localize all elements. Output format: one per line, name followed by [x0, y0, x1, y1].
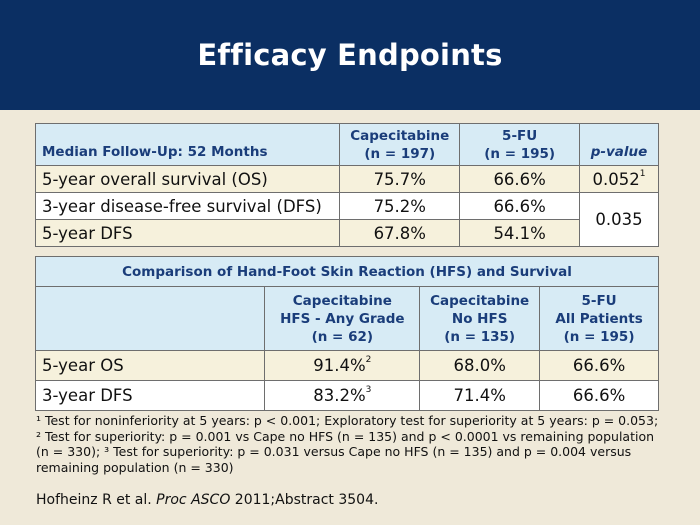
cape-hfs-value: 83.2% — [313, 386, 366, 405]
footnote-marker: 3 — [365, 385, 372, 395]
p-value-cell: 0.0521 — [579, 165, 659, 193]
table-row: 5-year DFS 67.8% 54.1% — [34, 219, 659, 247]
row-label: 5-year OS — [34, 350, 266, 381]
p-value-label: p-value — [590, 144, 648, 160]
fu-value: 66.6% — [459, 192, 581, 220]
fu-value: 54.1% — [459, 219, 581, 247]
table-row: 3-year disease-free survival (DFS) 75.2%… — [34, 192, 659, 247]
col-line: (n = 62) — [311, 328, 374, 345]
empty-header-cell — [34, 286, 266, 351]
row-label: 5-year DFS — [34, 219, 341, 247]
citation-authors: Hofheinz R et al. — [36, 492, 152, 508]
capecitabine-value: 67.8% — [339, 219, 461, 247]
capecitabine-value: 75.2% — [339, 192, 461, 220]
hfs-comparison-table: Comparison of Hand-Foot Skin Reaction (H… — [34, 256, 659, 411]
cape-no-hfs-column-header: Capecitabine No HFS (n = 135) — [419, 286, 541, 351]
fu-all-column-header: 5-FU All Patients (n = 195) — [539, 286, 659, 351]
footnote-marker: 2 — [365, 355, 372, 365]
table-row: 3-year DFS 83.2%3 71.4% 66.6% — [34, 380, 659, 411]
row-label: 5-year overall survival (OS) — [34, 165, 341, 193]
table-row: 5-year OS 91.4%2 68.0% 66.6% — [34, 350, 659, 381]
fu-all-value: 66.6% — [539, 380, 659, 411]
capecitabine-value: 75.7% — [339, 165, 461, 193]
cape-hfs-value-cell: 91.4%2 — [264, 350, 421, 381]
col-line: No HFS — [451, 310, 508, 327]
shared-p-value: 0.035 — [579, 192, 659, 247]
citation: Hofheinz R et al. Proc ASCO 2011;Abstrac… — [36, 492, 378, 508]
col-line: 5-FU — [581, 292, 617, 309]
p-value: 0.052 — [592, 169, 640, 189]
hfs-table-header: Capecitabine HFS - Any Grade (n = 62) Ca… — [34, 286, 659, 351]
cape-no-hfs-value: 71.4% — [419, 380, 541, 411]
col-line: Capecitabine — [292, 292, 392, 309]
title-banner: Efficacy Endpoints — [0, 0, 700, 110]
fu-column-header: 5-FU (n = 195) — [459, 123, 581, 166]
followup-label: Median Follow-Up: 52 Months — [34, 123, 341, 166]
efficacy-table-header: Median Follow-Up: 52 Months Capecitabine… — [34, 123, 659, 166]
page-title: Efficacy Endpoints — [197, 38, 503, 72]
citation-journal: Proc ASCO — [156, 492, 231, 508]
fu-all-value: 66.6% — [539, 350, 659, 381]
capecitabine-n: (n = 197) — [364, 145, 436, 162]
fu-value: 66.6% — [459, 165, 581, 193]
table-row: 5-year overall survival (OS) 75.7% 66.6%… — [34, 165, 659, 193]
cape-hfs-value: 91.4% — [313, 356, 366, 375]
p-value-column-header: p-value — [579, 123, 659, 166]
fu-label: 5-FU — [502, 127, 538, 144]
hfs-table-title-row: Comparison of Hand-Foot Skin Reaction (H… — [35, 256, 659, 287]
capecitabine-label: Capecitabine — [350, 127, 450, 144]
cape-hfs-value-cell: 83.2%3 — [264, 380, 421, 411]
col-line: All Patients — [555, 310, 643, 327]
efficacy-table: Median Follow-Up: 52 Months Capecitabine… — [34, 123, 659, 247]
row-label: 3-year DFS — [34, 380, 266, 411]
col-line: HFS - Any Grade — [280, 310, 405, 327]
citation-detail: 2011;Abstract 3504. — [234, 492, 379, 508]
col-line: (n = 195) — [563, 328, 635, 345]
capecitabine-column-header: Capecitabine (n = 197) — [339, 123, 461, 166]
hfs-table-title: Comparison of Hand-Foot Skin Reaction (H… — [35, 256, 659, 287]
cape-hfs-column-header: Capecitabine HFS - Any Grade (n = 62) — [264, 286, 421, 351]
footnote-marker: 1 — [639, 168, 646, 179]
fu-n: (n = 195) — [484, 145, 556, 162]
col-line: Capecitabine — [430, 292, 530, 309]
col-line: (n = 135) — [444, 328, 516, 345]
row-label: 3-year disease-free survival (DFS) — [34, 192, 341, 220]
footnotes: ¹ Test for noninferiority at 5 years: p … — [36, 413, 659, 475]
cape-no-hfs-value: 68.0% — [419, 350, 541, 381]
